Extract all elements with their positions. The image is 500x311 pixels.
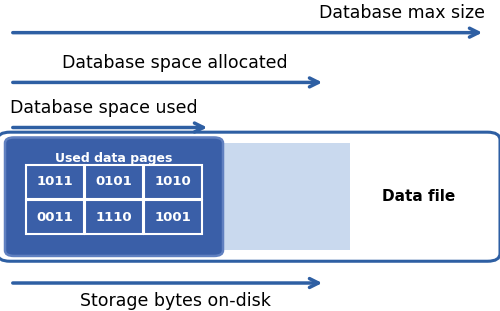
Text: Database max size: Database max size bbox=[319, 4, 485, 22]
Text: Used data pages: Used data pages bbox=[56, 152, 172, 165]
Text: Storage bytes on-disk: Storage bytes on-disk bbox=[80, 292, 270, 310]
FancyBboxPatch shape bbox=[5, 137, 223, 256]
Bar bbox=[218, 143, 350, 250]
Text: Data file: Data file bbox=[382, 189, 456, 204]
Text: 0101: 0101 bbox=[96, 175, 132, 188]
FancyBboxPatch shape bbox=[144, 165, 202, 199]
Text: 1010: 1010 bbox=[154, 175, 192, 188]
FancyBboxPatch shape bbox=[85, 200, 143, 234]
FancyBboxPatch shape bbox=[26, 165, 84, 199]
FancyBboxPatch shape bbox=[85, 165, 143, 199]
Text: 1001: 1001 bbox=[154, 211, 192, 224]
FancyBboxPatch shape bbox=[144, 200, 202, 234]
Text: 0011: 0011 bbox=[36, 211, 74, 224]
Text: 1011: 1011 bbox=[36, 175, 74, 188]
FancyBboxPatch shape bbox=[0, 132, 500, 261]
Text: Database space allocated: Database space allocated bbox=[62, 53, 288, 72]
FancyBboxPatch shape bbox=[26, 200, 84, 234]
Text: Database space used: Database space used bbox=[10, 99, 198, 117]
Text: 1110: 1110 bbox=[96, 211, 132, 224]
